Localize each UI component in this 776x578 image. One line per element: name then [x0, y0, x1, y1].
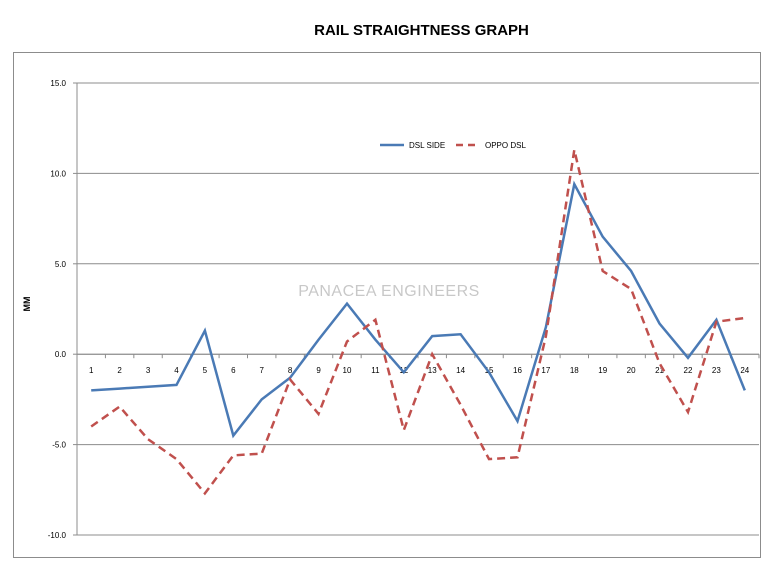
y-tick-label: 0.0: [55, 350, 67, 359]
x-tick-label: 24: [740, 366, 749, 375]
y-tick-label: 10.0: [50, 169, 66, 178]
x-tick-label: 16: [513, 366, 522, 375]
x-tick-label: 8: [288, 366, 293, 375]
series: [90, 149, 746, 496]
y-axis-label: MM: [22, 297, 32, 312]
x-tick-label: 13: [428, 366, 437, 375]
series-line-oppo-dsl: [90, 149, 745, 496]
chart-frame: [13, 52, 761, 558]
gridlines: [77, 82, 759, 536]
x-tick-label: 9: [316, 366, 321, 375]
x-tick-label: 11: [371, 366, 380, 375]
x-tick-label: 4: [174, 366, 179, 375]
x-tick-label: 3: [146, 366, 151, 375]
x-tick-label: 6: [231, 366, 236, 375]
x-tick-label: 2: [117, 366, 122, 375]
y-tick-label: 5.0: [55, 260, 67, 269]
y-ticks: 15.0 10.0 5.0 0.0 -5.0 -10.0: [48, 79, 67, 540]
y-tick-label: -10.0: [48, 531, 67, 540]
series-line-dsl-side: [91, 180, 746, 439]
x-tick-label: 5: [203, 366, 208, 375]
watermark: PANACEA ENGINEERS: [298, 283, 480, 300]
x-tick-label: 18: [570, 366, 579, 375]
x-tick-label: 1: [89, 366, 94, 375]
y-tick-label: 15.0: [50, 79, 66, 88]
legend-label: DSL SIDE: [409, 141, 445, 150]
chart-title: RAIL STRAIGHTNESS GRAPH: [314, 22, 529, 39]
x-tick-label: 10: [343, 366, 352, 375]
x-tick-label: 21: [655, 366, 664, 375]
axes: [73, 82, 760, 536]
legend: DSL SIDE OPPO DSL: [380, 141, 526, 150]
x-tick-label: 17: [541, 366, 550, 375]
y-tick-label: -5.0: [52, 441, 66, 450]
x-tick-label: 20: [627, 366, 636, 375]
x-tick-label: 7: [259, 366, 264, 375]
legend-label: OPPO DSL: [485, 141, 526, 150]
x-tick-label: 22: [684, 366, 693, 375]
x-ticks: 1 2 3 4 5 6 7 8 9 10 11 12 13 14 15 16 17 18 19 20 21 22 23 24: [89, 366, 750, 375]
x-tick-label: 23: [712, 366, 721, 375]
x-tick-label: 19: [598, 366, 607, 375]
x-tick-label: 14: [456, 366, 465, 375]
